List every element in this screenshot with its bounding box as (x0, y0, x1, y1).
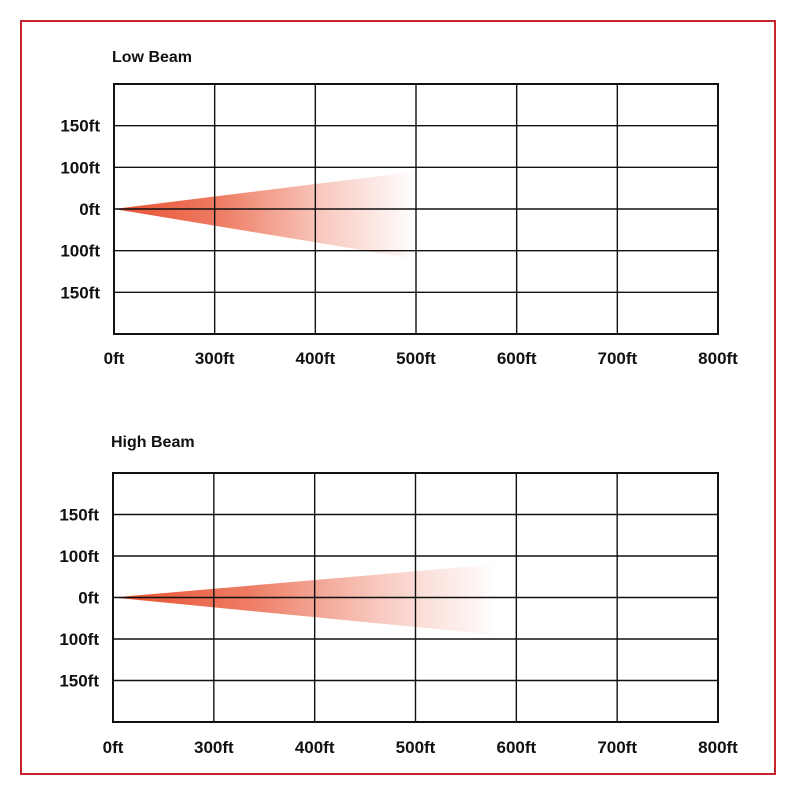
y-tick-label: 100ft (60, 242, 100, 261)
x-tick-label: 600ft (496, 738, 536, 757)
y-tick-label: 150ft (59, 506, 99, 525)
x-tick-label: 300ft (195, 349, 235, 368)
x-tick-label: 300ft (194, 738, 234, 757)
x-tick-label: 700ft (597, 349, 637, 368)
x-tick-label: 0ft (104, 349, 125, 368)
plot-border (113, 83, 719, 335)
chart-high-beam: High Beam 150ft 100ft 0ft 100ft 150ft 0ft 300ft… (59, 434, 738, 757)
x-tick-label: 600ft (497, 349, 537, 368)
chart-title: High Beam (111, 434, 195, 451)
x-tick-label: 400ft (295, 349, 335, 368)
chart-frame (20, 20, 776, 775)
plot-border (112, 472, 719, 723)
beam-shape (113, 564, 497, 635)
y-tick-label: 100ft (60, 158, 100, 177)
y-tick-label: 0ft (78, 589, 99, 608)
y-tick-label: 0ft (79, 200, 100, 219)
x-tick-label: 400ft (295, 738, 335, 757)
chart-title: Low Beam (112, 49, 192, 66)
y-tick-label: 150ft (59, 672, 99, 691)
y-tick-label: 150ft (60, 283, 100, 302)
beam-shape (114, 171, 416, 259)
y-tick-label: 100ft (59, 630, 99, 649)
x-tick-label: 800ft (698, 738, 738, 757)
x-tick-label: 700ft (597, 738, 637, 757)
chart-low-beam: Low Beam 150ft 100ft 0ft 100ft 150ft 0ft 300ft 4… (60, 49, 738, 368)
x-tick-label: 0ft (103, 738, 124, 757)
x-tick-label: 800ft (698, 349, 738, 368)
x-tick-label: 500ft (396, 349, 436, 368)
y-tick-label: 150ft (60, 117, 100, 136)
y-tick-label: 100ft (59, 547, 99, 566)
x-tick-label: 500ft (396, 738, 436, 757)
